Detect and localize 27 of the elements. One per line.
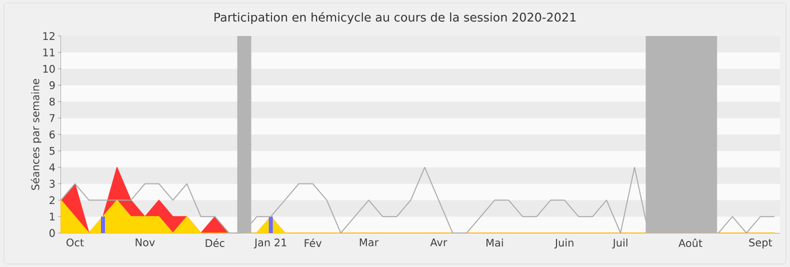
y-tick-label: 1 (50, 212, 55, 220)
y-tick-label: 11 (43, 48, 55, 56)
x-tick-label: Mar (360, 238, 379, 246)
y-tick-label: 10 (43, 64, 55, 73)
x-tick-label: Oct (66, 238, 84, 246)
x-tick-label: Juin (554, 238, 574, 249)
y-tick-label: 3 (50, 180, 55, 188)
y-tick-label: 12 (43, 32, 54, 40)
y-tick-label: 6 (50, 130, 55, 138)
x-tick-label: Déc (206, 238, 224, 248)
y-tick-label: 7 (50, 114, 55, 122)
y-tick-label: 9 (49, 81, 55, 90)
x-tick-label: Jan 21 (254, 238, 286, 248)
x-tick-label: Avr (430, 238, 448, 246)
x-tick-label: Sept (749, 238, 772, 248)
x-tick-label: Mai (486, 238, 503, 247)
x-tick-label: Août (678, 238, 702, 248)
y-tick-label: 2 (50, 196, 54, 204)
y-axis-title: Séances par semaine (30, 78, 42, 190)
y-tick-label: 8 (50, 98, 55, 106)
chart-title: Participation en hémicycle au cours de la session 2020-2021 (214, 12, 576, 24)
y-tick-label: 5 (50, 147, 55, 155)
y-tick-label: 4 (49, 164, 55, 172)
y-tick-label: 0 (50, 229, 55, 237)
x-tick-label: Juil (612, 238, 628, 249)
x-tick-label: Nov (136, 238, 155, 246)
x-tick-label: Fév (304, 238, 322, 248)
